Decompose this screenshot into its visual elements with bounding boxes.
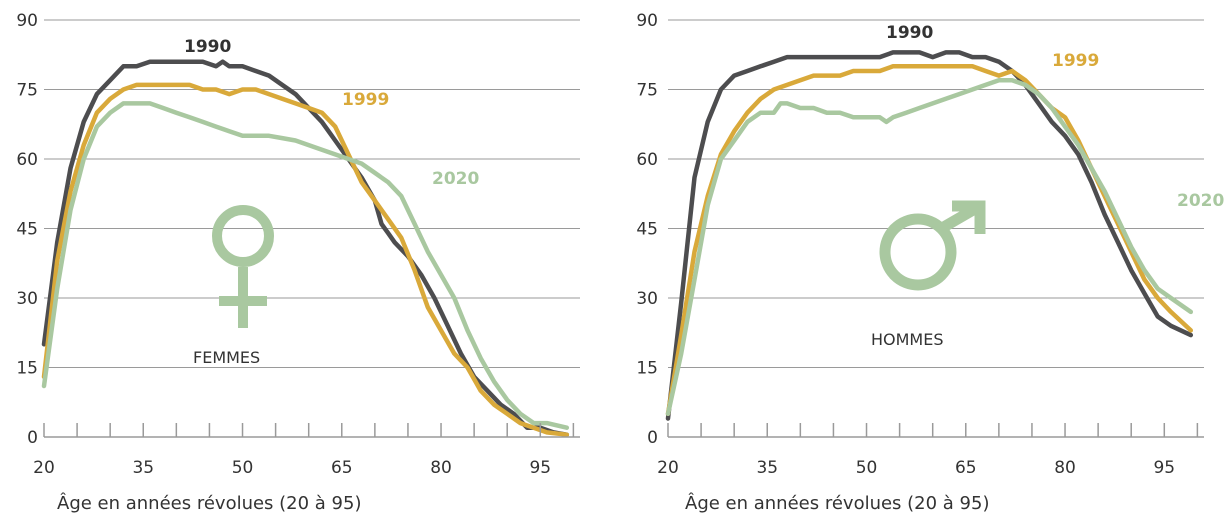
series-label-2020: 2020 <box>432 169 479 189</box>
x-tick-label: 20 <box>33 458 55 478</box>
y-tick-label: 30 <box>16 289 38 309</box>
series-label-1999: 1999 <box>342 90 389 110</box>
x-tick-label: 20 <box>657 458 679 478</box>
y-tick-label: 90 <box>16 11 38 31</box>
x-tick-label: 35 <box>756 458 778 478</box>
y-tick-label: 45 <box>16 220 38 240</box>
series-line-1999 <box>41 82 570 437</box>
y-tick-label: 0 <box>27 428 38 448</box>
y-tick-label: 60 <box>16 150 38 170</box>
male-symbol-icon <box>879 200 986 291</box>
series-line-2020 <box>41 101 570 430</box>
panel-label: HOMMES <box>871 330 944 349</box>
x-axis-title: Âge en années révolues (20 à 95) <box>685 492 990 514</box>
chart-femmes: FEMMES 1990 1999 2020 0 15 30 45 60 75 90 20 35 50 65 8… <box>16 11 580 514</box>
series-label-1990: 1990 <box>184 37 231 57</box>
x-tick-label: 95 <box>1153 458 1175 478</box>
x-tick-label: 65 <box>331 458 353 478</box>
x-axis-title: Âge en années révolues (20 à 95) <box>57 492 362 514</box>
series-label-1999: 1999 <box>1052 51 1099 71</box>
series-label-2020: 2020 <box>1177 191 1224 211</box>
x-tick-label: 50 <box>232 458 254 478</box>
series-line-2020 <box>665 77 1194 417</box>
x-tick-label: 50 <box>856 458 878 478</box>
x-tick-label: 35 <box>132 458 154 478</box>
chart-hommes: HOMMES 1990 1999 2020 0 15 30 45 60 75 90 20 35 50 65 8… <box>636 11 1224 514</box>
y-tick-label: 15 <box>636 359 658 379</box>
x-tick-label: 80 <box>430 458 452 478</box>
y-tick-label: 15 <box>16 359 38 379</box>
y-tick-label: 0 <box>647 428 658 448</box>
series-line-1990 <box>41 59 570 437</box>
panel-label: FEMMES <box>193 348 260 367</box>
y-tick-label: 60 <box>636 150 658 170</box>
female-symbol-icon <box>212 205 274 328</box>
y-tick-label: 75 <box>16 81 38 101</box>
series-line-1990 <box>665 50 1194 421</box>
y-tick-label: 45 <box>636 220 658 240</box>
series-line-1999 <box>665 64 1194 417</box>
x-tick-label: 95 <box>529 458 551 478</box>
y-tick-label: 30 <box>636 289 658 309</box>
series-label-1990: 1990 <box>886 23 933 43</box>
y-tick-label: 90 <box>636 11 658 31</box>
y-tick-label: 75 <box>636 81 658 101</box>
x-tick-label: 65 <box>955 458 977 478</box>
x-tick-label: 80 <box>1054 458 1076 478</box>
